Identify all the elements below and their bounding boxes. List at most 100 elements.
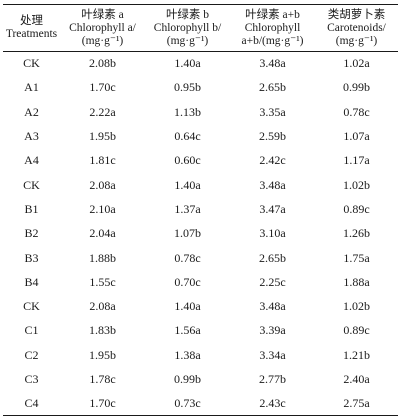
chlorophyll-ab-cell: 3.48a [259, 56, 286, 71]
table-row: B4 1.55c 0.70c 2.25c 1.88a [3, 270, 398, 294]
chlorophyll-a-cell: 2.08b [89, 56, 116, 71]
chlorophyll-b-cell: 1.40a [174, 177, 201, 192]
chlorophyll-b-cell: 0.73c [174, 396, 201, 411]
treatment-cell: A1 [24, 80, 39, 95]
table-row: CK 2.08a 1.40a 3.48a 1.02b [3, 294, 398, 318]
chlorophyll-ab-cell: 2.59b [259, 129, 286, 144]
chlorophyll-b-cell: 0.95b [174, 80, 201, 95]
header-treatments: 处理 Treatments [3, 5, 60, 52]
table-row: CK 2.08b 1.40a 3.48a 1.02a [3, 52, 398, 76]
header-chlorophyll-b: 叶绿素 b Chlorophyll b/ (mg·g⁻¹) [145, 5, 230, 52]
chlorophyll-b-cell: 0.70c [174, 274, 201, 289]
chlorophyll-a-cell: 1.88b [89, 250, 116, 265]
chlorophyll-a-cell: 1.70c [89, 396, 116, 411]
carotenoids-cell: 2.40a [343, 372, 370, 386]
header-line: Chlorophyll b/ [153, 21, 222, 34]
chlorophyll-table: 处理 Treatments 叶绿素 a Chlorophyll a/ (mg·g… [3, 4, 398, 416]
chlorophyll-b-cell: 0.60c [174, 153, 201, 168]
carotenoids-cell: 1.07a [343, 129, 370, 144]
chlorophyll-a-cell: 2.04a [89, 226, 116, 241]
table-row: C4 1.70c 0.73c 2.43c 2.75a [3, 392, 398, 416]
header-line: (mg·g⁻¹) [81, 34, 124, 47]
carotenoids-cell: 0.89c [343, 201, 370, 216]
treatment-cell: B1 [24, 201, 39, 216]
chlorophyll-b-cell: 1.40a [174, 56, 201, 71]
table-row: B1 2.10a 1.37a 3.47a 0.89c [3, 197, 398, 221]
chlorophyll-ab-cell: 3.47a [259, 201, 286, 216]
chlorophyll-b-cell: 0.99b [174, 372, 201, 386]
carotenoids-cell: 1.02a [343, 56, 370, 71]
table-row: A1 1.70c 0.95b 2.65b 0.99b [3, 76, 398, 100]
treatment-cell: B3 [24, 250, 39, 265]
carotenoids-cell: 1.26b [343, 226, 370, 241]
carotenoids-cell: 1.17a [343, 153, 370, 168]
treatment-cell: CK [23, 56, 40, 71]
carotenoids-cell: 1.21b [343, 347, 370, 362]
carotenoids-cell: 0.78c [343, 104, 370, 119]
chlorophyll-a-cell: 2.08a [89, 299, 116, 314]
chlorophyll-a-cell: 1.95b [89, 129, 116, 144]
chlorophyll-a-cell: 1.81c [89, 153, 116, 168]
chlorophyll-a-cell: 1.70c [89, 80, 116, 95]
chlorophyll-ab-cell: 3.10a [259, 226, 286, 241]
treatment-cell: A3 [24, 129, 39, 144]
table-row: C2 1.95b 1.38a 3.34a 1.21b [3, 343, 398, 367]
chlorophyll-a-cell: 2.08a [89, 177, 116, 192]
chlorophyll-b-cell: 0.78c [174, 250, 201, 265]
chlorophyll-ab-cell: 3.48a [259, 299, 286, 314]
table-row: CK 2.08a 1.40a 3.48a 1.02b [3, 173, 398, 197]
chlorophyll-a-cell: 1.55c [89, 274, 116, 289]
chlorophyll-ab-cell: 3.35a [259, 104, 286, 119]
carotenoids-cell: 1.02b [343, 299, 370, 314]
header-line: (mg·g⁻¹) [166, 34, 209, 47]
chlorophyll-ab-cell: 2.65b [259, 250, 286, 265]
header-line: Chlorophyll a/ [69, 21, 136, 34]
chlorophyll-b-cell: 1.56a [174, 323, 201, 338]
header-line: 叶绿素 a+b [245, 8, 300, 21]
chlorophyll-a-cell: 2.22a [89, 104, 116, 119]
treatment-cell: C2 [24, 347, 39, 362]
treatment-cell: A4 [24, 153, 39, 168]
header-carotenoids: 类胡萝卜素 Carotenoids/ (mg·g⁻¹) [315, 5, 398, 52]
carotenoids-cell: 0.89c [343, 323, 370, 338]
chlorophyll-ab-cell: 3.39a [259, 323, 286, 338]
treatment-cell: CK [23, 299, 40, 314]
treatment-cell: C3 [24, 372, 39, 386]
carotenoids-cell: 1.02b [343, 177, 370, 192]
chlorophyll-b-cell: 1.37a [174, 201, 201, 216]
treatment-cell: C4 [24, 396, 39, 411]
table-row: A3 1.95b 0.64c 2.59b 1.07a [3, 124, 398, 148]
header-line: 叶绿素 b [165, 8, 210, 21]
chlorophyll-b-cell: 1.40a [174, 299, 201, 314]
header-line: Chlorophyll [244, 21, 301, 34]
treatment-cell: A2 [24, 104, 39, 119]
table-row: C1 1.83b 1.56a 3.39a 0.89c [3, 319, 398, 343]
header-chlorophyll-a: 叶绿素 a Chlorophyll a/ (mg·g⁻¹) [60, 5, 145, 52]
header-line: 类胡萝卜素 [327, 8, 386, 21]
header-line: 处理 [20, 15, 43, 27]
treatment-cell: B4 [24, 274, 39, 289]
treatment-cell: B2 [24, 226, 39, 241]
chlorophyll-a-cell: 2.10a [89, 201, 116, 216]
chlorophyll-ab-cell: 3.48a [259, 177, 286, 192]
table-row: B2 2.04a 1.07b 3.10a 1.26b [3, 222, 398, 246]
chlorophyll-a-cell: 1.78c [89, 372, 116, 386]
table-row: C3 1.78c 0.99b 2.77b 2.40a [3, 367, 398, 391]
chlorophyll-ab-cell: 3.34a [259, 347, 286, 362]
chlorophyll-ab-cell: 2.65b [259, 80, 286, 95]
header-line: a+b/(mg·g⁻¹) [241, 34, 304, 47]
header-line: (mg·g⁻¹) [335, 34, 378, 47]
table-header-row: 处理 Treatments 叶绿素 a Chlorophyll a/ (mg·g… [3, 4, 398, 52]
header-line: Carotenoids/ [327, 21, 386, 34]
header-chlorophyll-ab: 叶绿素 a+b Chlorophyll a+b/(mg·g⁻¹) [230, 5, 315, 52]
treatment-cell: CK [23, 177, 40, 192]
carotenoids-cell: 2.75a [343, 396, 370, 411]
chlorophyll-a-cell: 1.95b [89, 347, 116, 362]
chlorophyll-ab-cell: 2.77b [259, 372, 286, 386]
carotenoids-cell: 1.75a [343, 250, 370, 265]
chlorophyll-b-cell: 0.64c [174, 129, 201, 144]
data-table-container: 处理 Treatments 叶绿素 a Chlorophyll a/ (mg·g… [3, 4, 398, 416]
chlorophyll-b-cell: 1.13b [174, 104, 201, 119]
header-line: 叶绿素 a [81, 8, 124, 21]
chlorophyll-b-cell: 1.38a [174, 347, 201, 362]
